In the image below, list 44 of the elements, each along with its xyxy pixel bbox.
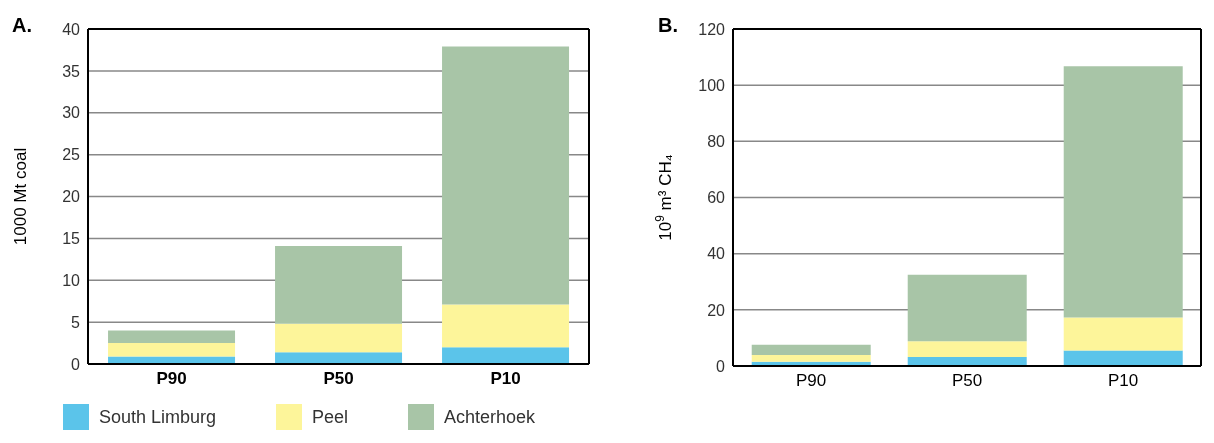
y-tick-label: 40 bbox=[707, 245, 726, 263]
legend-label: South Limburg bbox=[98, 406, 216, 428]
x-tick-label: P10 bbox=[490, 369, 521, 389]
bar bbox=[442, 46, 570, 305]
bar bbox=[442, 347, 570, 364]
y-tick-label: 0 bbox=[716, 357, 726, 375]
bar bbox=[275, 352, 403, 364]
x-tick-label: P10 bbox=[1107, 371, 1139, 391]
chart-title: B. bbox=[658, 14, 678, 37]
y-tick-label: 120 bbox=[698, 20, 726, 38]
y-tick-label: 10 bbox=[62, 271, 81, 289]
bar bbox=[108, 330, 236, 344]
bar bbox=[751, 344, 871, 356]
y-tick-label: 20 bbox=[62, 188, 81, 206]
x-tick-label: P90 bbox=[795, 371, 827, 391]
y-tick-label: 100 bbox=[698, 76, 726, 94]
chart-title: A. bbox=[12, 14, 32, 37]
bar bbox=[907, 341, 1027, 358]
y-axis-title: 1000 Mt coal bbox=[11, 147, 30, 246]
y-tick-label: 25 bbox=[62, 146, 81, 164]
y-tick-label: 40 bbox=[62, 20, 81, 38]
bar bbox=[907, 274, 1027, 342]
legend-label: Achterhoek bbox=[444, 406, 536, 428]
y-tick-label: 35 bbox=[62, 62, 81, 80]
bar bbox=[442, 304, 570, 348]
bar bbox=[108, 343, 236, 357]
bar bbox=[1063, 350, 1183, 366]
bar bbox=[275, 323, 403, 353]
y-tick-label: 80 bbox=[707, 133, 726, 151]
bar bbox=[751, 355, 871, 362]
y-tick-label: 60 bbox=[707, 189, 726, 207]
bar bbox=[108, 356, 236, 364]
y-tick-label: 30 bbox=[62, 104, 81, 122]
y-tick-label: 20 bbox=[707, 301, 726, 319]
x-tick-label: P90 bbox=[156, 369, 187, 389]
x-tick-label: P50 bbox=[323, 369, 354, 389]
y-tick-label: 0 bbox=[71, 355, 81, 373]
y-tick-label: 5 bbox=[71, 313, 81, 331]
legend-label: Peel bbox=[311, 406, 349, 428]
bar bbox=[275, 245, 403, 324]
x-tick-label: P50 bbox=[951, 371, 983, 391]
bar bbox=[1063, 66, 1183, 318]
y-tick-label: 15 bbox=[62, 230, 81, 248]
bar bbox=[1063, 317, 1183, 351]
